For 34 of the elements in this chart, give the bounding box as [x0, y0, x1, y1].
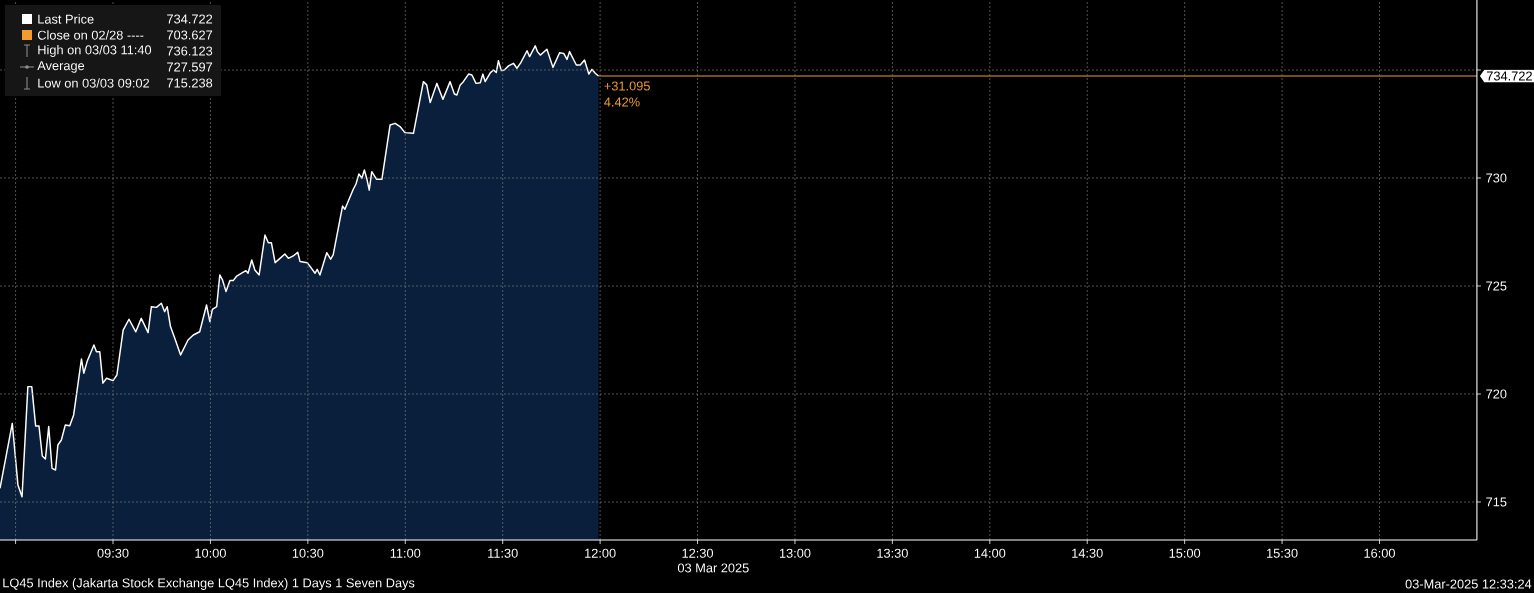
annotation: 715.238 [167, 78, 213, 88]
x-tick-label: 12:30 [682, 548, 714, 558]
x-tick-label: 10:00 [195, 548, 226, 558]
text: 03-Mar-2025 12:33:24 [1405, 579, 1532, 589]
annotation: +31.095 [604, 81, 650, 91]
annotation: Average [37, 61, 85, 73]
x-tick-label: 13:00 [779, 548, 811, 558]
x-tick-label: 11:30 [488, 548, 518, 558]
annotation: 736.123 [167, 46, 213, 56]
ref-line-label: 734.722 [1486, 71, 1532, 81]
x-tick-label: 14:00 [974, 548, 1006, 558]
x-tick-label: 12:00 [585, 548, 616, 558]
annotation: High on 03/03 11:40 [38, 45, 152, 57]
x-tick-label: 09:30 [97, 548, 129, 558]
x-tick-label: 10:30 [292, 548, 324, 558]
annotation: Close on 02/28 ---- [37, 30, 144, 40]
annotation: 727.597 [167, 62, 213, 72]
y-tick-label: 720 [1486, 389, 1507, 399]
x-axis-title: 03 Mar 2025 [677, 563, 749, 573]
x-tick-label: 16:00 [1364, 548, 1395, 558]
x-tick-label: 15:00 [1169, 548, 1201, 558]
x-tick-label: 14:30 [1072, 548, 1103, 558]
x-tick-label: 13:30 [877, 548, 908, 558]
annotation: 734.722 [167, 14, 213, 24]
annotation: 703.627 [167, 30, 213, 40]
x-tick-label: 11:00 [390, 548, 421, 558]
y-tick-label: 730 [1486, 173, 1507, 183]
legend-label: Last Price [38, 14, 94, 24]
annotation: 4.42% [604, 97, 640, 107]
annotation: Low on 03/03 09:02 [38, 78, 150, 88]
text: LQ45 Index (Jakarta Stock Exchange LQ45 Index) 1 Days 1 Seven Days [3, 578, 415, 590]
y-tick-label: 715 [1486, 497, 1507, 507]
y-tick-label: 725 [1486, 281, 1507, 291]
x-tick-label: 15:30 [1267, 548, 1298, 558]
